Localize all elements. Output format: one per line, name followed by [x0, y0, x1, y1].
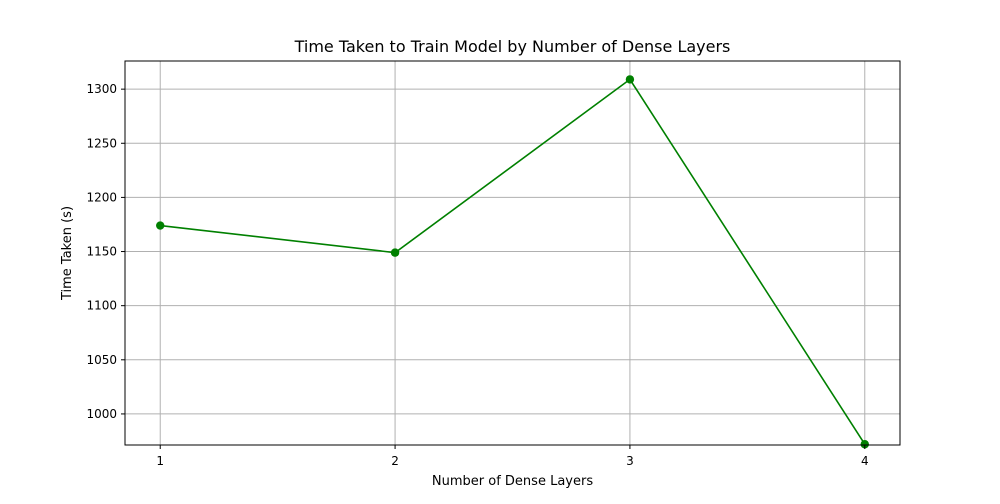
data-point: [860, 440, 869, 449]
data-point: [390, 248, 400, 257]
y-tick-label: 1300: [86, 82, 117, 96]
x-tick-label: 2: [391, 454, 399, 468]
x-axis-label: Number of Dense Layers: [432, 474, 593, 489]
y-tick-label: 1150: [86, 245, 117, 259]
plot-area-frame: [124, 60, 901, 446]
x-tick-label: 4: [861, 454, 869, 468]
y-tick-label: 1000: [86, 407, 117, 421]
y-tick-label: 1250: [86, 136, 117, 150]
y-axis-label: Time Taken (s): [60, 206, 75, 301]
axis-ticks: 1 2 3 4 1000 1050 1100 1150 1200 1250 1300: [86, 82, 868, 468]
y-tick-label: 1100: [86, 299, 117, 313]
grid: [125, 61, 900, 445]
data-point: [156, 221, 165, 230]
series-line: [160, 78, 866, 445]
x-tick-label: 1: [156, 454, 164, 468]
data-point: [625, 75, 635, 84]
chart-title: Time Taken to Train Model by Number of D…: [294, 37, 731, 56]
y-tick-label: 1200: [86, 190, 117, 204]
series-layer: [156, 75, 869, 449]
x-tick-label: 3: [626, 454, 634, 468]
y-tick-label: 1050: [86, 353, 117, 367]
